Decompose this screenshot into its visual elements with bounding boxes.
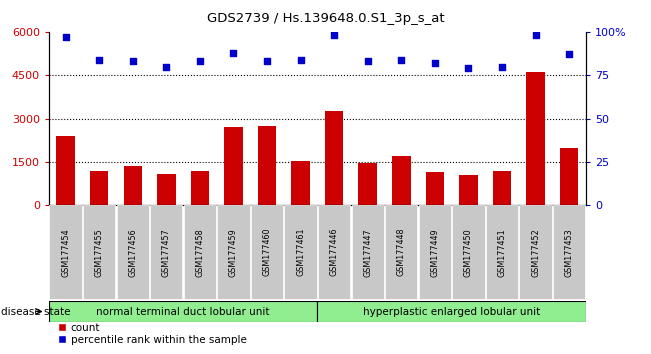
Point bbox=[396, 57, 406, 62]
Point bbox=[195, 58, 205, 64]
Bar bbox=[49, 301, 317, 322]
Text: GSM177458: GSM177458 bbox=[195, 228, 204, 276]
Bar bbox=[426, 172, 444, 205]
Bar bbox=[526, 72, 545, 205]
Bar bbox=[292, 160, 310, 205]
Text: GSM177451: GSM177451 bbox=[497, 228, 506, 276]
Text: disease state: disease state bbox=[1, 307, 71, 316]
Text: GSM177461: GSM177461 bbox=[296, 228, 305, 276]
Bar bbox=[224, 127, 243, 205]
Point bbox=[464, 65, 474, 71]
Text: GSM177450: GSM177450 bbox=[464, 228, 473, 276]
Bar bbox=[493, 171, 511, 205]
Point bbox=[363, 58, 373, 64]
Text: GSM177455: GSM177455 bbox=[94, 228, 104, 276]
Bar bbox=[392, 156, 411, 205]
Bar bbox=[258, 126, 276, 205]
Bar bbox=[191, 171, 209, 205]
Text: GSM177452: GSM177452 bbox=[531, 228, 540, 276]
Text: GSM177454: GSM177454 bbox=[61, 228, 70, 276]
Bar bbox=[90, 171, 109, 205]
Text: GSM177449: GSM177449 bbox=[430, 228, 439, 276]
Text: GSM177447: GSM177447 bbox=[363, 228, 372, 276]
Point bbox=[329, 33, 339, 38]
Text: normal terminal duct lobular unit: normal terminal duct lobular unit bbox=[96, 307, 270, 316]
Point bbox=[531, 33, 541, 38]
Bar bbox=[359, 164, 377, 205]
Point bbox=[94, 57, 104, 62]
Point bbox=[296, 57, 306, 62]
Text: hyperplastic enlarged lobular unit: hyperplastic enlarged lobular unit bbox=[363, 307, 540, 316]
Text: GSM177446: GSM177446 bbox=[329, 228, 339, 276]
Text: GDS2739 / Hs.139648.0.S1_3p_s_at: GDS2739 / Hs.139648.0.S1_3p_s_at bbox=[206, 12, 445, 25]
Text: GSM177456: GSM177456 bbox=[128, 228, 137, 276]
Text: GSM177448: GSM177448 bbox=[396, 228, 406, 276]
Point bbox=[128, 58, 138, 64]
Bar bbox=[317, 301, 586, 322]
Point bbox=[564, 52, 574, 57]
Point bbox=[161, 64, 171, 69]
Text: GSM177453: GSM177453 bbox=[564, 228, 574, 276]
Point bbox=[262, 58, 272, 64]
Bar bbox=[57, 136, 75, 205]
Bar bbox=[157, 173, 176, 205]
Bar bbox=[124, 166, 142, 205]
Bar bbox=[325, 112, 343, 205]
Legend: count, percentile rank within the sample: count, percentile rank within the sample bbox=[54, 318, 251, 349]
Point bbox=[430, 60, 440, 66]
Point bbox=[497, 64, 507, 69]
Bar bbox=[560, 148, 578, 205]
Text: GSM177457: GSM177457 bbox=[162, 228, 171, 276]
Text: GSM177459: GSM177459 bbox=[229, 228, 238, 276]
Point bbox=[229, 50, 239, 56]
Text: GSM177460: GSM177460 bbox=[262, 228, 271, 276]
Point bbox=[61, 34, 71, 40]
Bar bbox=[459, 175, 478, 205]
